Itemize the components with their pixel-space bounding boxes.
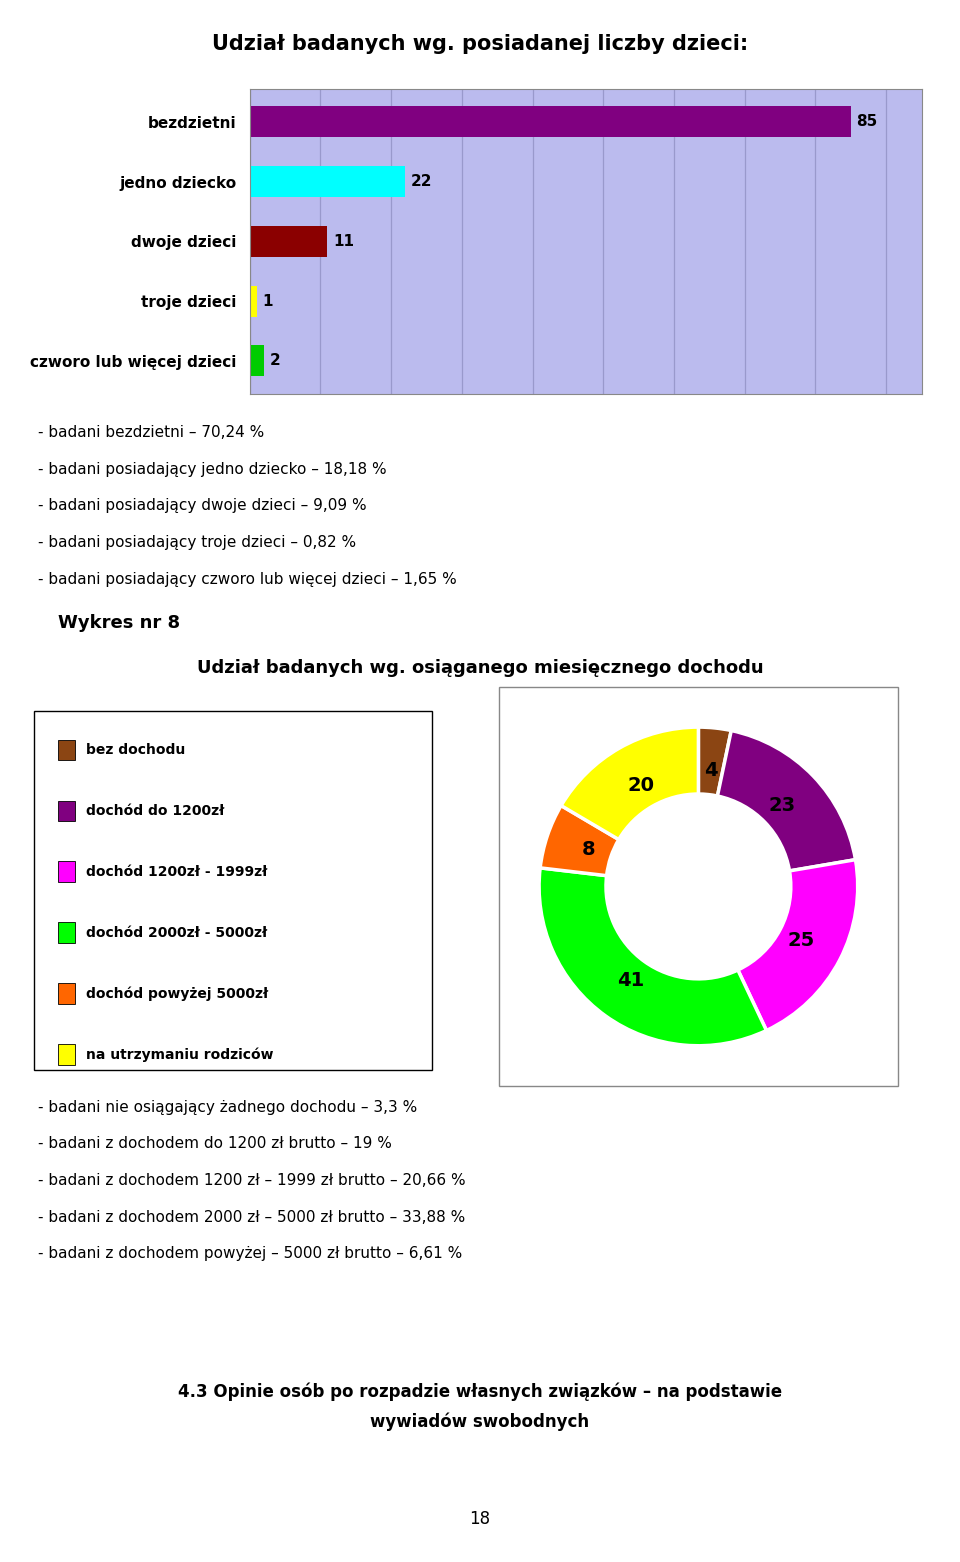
Text: 41: 41: [617, 972, 644, 990]
Text: 23: 23: [769, 797, 796, 815]
Text: 1: 1: [262, 294, 273, 309]
Text: - badani z dochodem powyżej – 5000 zł brutto – 6,61 %: - badani z dochodem powyżej – 5000 zł br…: [38, 1246, 463, 1262]
Text: - badani posiadający jedno dziecko – 18,18 %: - badani posiadający jedno dziecko – 18,…: [38, 462, 387, 476]
Text: - badani posiadający troje dzieci – 0,82 %: - badani posiadający troje dzieci – 0,82…: [38, 536, 356, 550]
Wedge shape: [717, 731, 855, 872]
Wedge shape: [738, 859, 857, 1031]
Text: 4.3 Opinie osób po rozpadzie własnych związków – na podstawie: 4.3 Opinie osób po rozpadzie własnych zw…: [178, 1382, 782, 1401]
Text: - badani z dochodem 1200 zł – 1999 zł brutto – 20,66 %: - badani z dochodem 1200 zł – 1999 zł br…: [38, 1173, 466, 1189]
Text: - badani z dochodem 2000 zł – 5000 zł brutto – 33,88 %: - badani z dochodem 2000 zł – 5000 zł br…: [38, 1211, 466, 1225]
Bar: [250, 226, 327, 256]
Text: dochód 1200zł - 1999zł: dochód 1200zł - 1999zł: [86, 865, 268, 878]
Bar: [250, 286, 256, 317]
Text: dochód 2000zł - 5000zł: dochód 2000zł - 5000zł: [86, 926, 268, 939]
Text: - badani z dochodem do 1200 zł brutto – 19 %: - badani z dochodem do 1200 zł brutto – …: [38, 1137, 393, 1151]
Text: 4: 4: [704, 761, 717, 781]
Text: na utrzymaniu rodziców: na utrzymaniu rodziców: [86, 1047, 274, 1062]
Bar: [250, 166, 405, 197]
Text: 20: 20: [627, 776, 654, 795]
Text: dochód do 1200zł: dochód do 1200zł: [86, 804, 225, 817]
Text: 18: 18: [469, 1509, 491, 1528]
Text: Udział badanych wg. posiadanej liczby dzieci:: Udział badanych wg. posiadanej liczby dz…: [212, 34, 748, 55]
Text: - badani nie osiągający żadnego dochodu – 3,3 %: - badani nie osiągający żadnego dochodu …: [38, 1100, 418, 1115]
Wedge shape: [540, 806, 619, 876]
Bar: [250, 106, 851, 137]
Bar: [499, 687, 898, 1086]
Text: 2: 2: [270, 353, 280, 369]
Text: wywiadów swobodnych: wywiadów swobodnych: [371, 1412, 589, 1431]
Wedge shape: [540, 868, 766, 1045]
Text: dochód powyżej 5000zł: dochód powyżej 5000zł: [86, 986, 269, 1001]
Text: Udział badanych wg. osiąganego miesięcznego dochodu: Udział badanych wg. osiąganego miesięczn…: [197, 659, 763, 678]
Text: - badani posiadający dwoje dzieci – 9,09 %: - badani posiadający dwoje dzieci – 9,09…: [38, 498, 367, 514]
Text: - badani bezdzietni – 70,24 %: - badani bezdzietni – 70,24 %: [38, 425, 265, 440]
Text: - badani posiadający czworo lub więcej dzieci – 1,65 %: - badani posiadający czworo lub więcej d…: [38, 572, 457, 587]
Bar: [250, 345, 264, 376]
Text: bez dochodu: bez dochodu: [86, 744, 185, 756]
Wedge shape: [698, 726, 732, 797]
Text: Wykres nr 8: Wykres nr 8: [58, 614, 180, 633]
Text: 85: 85: [856, 114, 877, 130]
Text: 8: 8: [582, 840, 595, 859]
Wedge shape: [561, 726, 699, 839]
Text: 22: 22: [411, 173, 432, 189]
Text: 25: 25: [788, 931, 815, 950]
Text: 11: 11: [333, 234, 354, 248]
